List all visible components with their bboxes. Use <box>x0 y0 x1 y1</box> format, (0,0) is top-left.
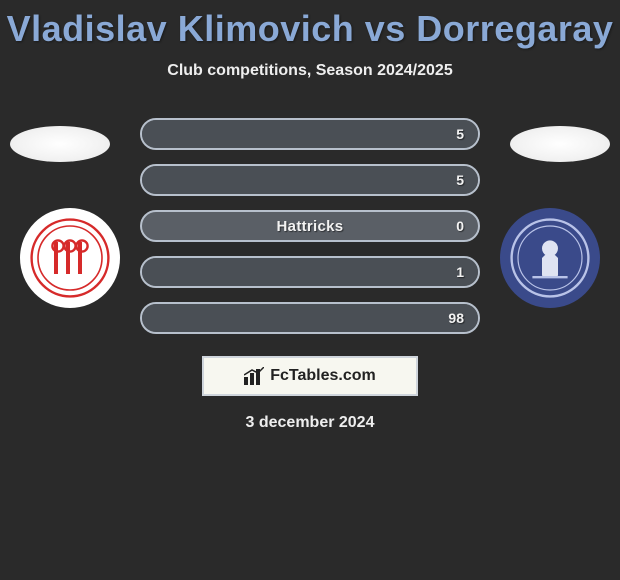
stat-row-hattricks: Hattricks 0 <box>140 210 480 242</box>
player-right-ellipse <box>510 126 610 162</box>
stat-value-right: 98 <box>448 310 464 326</box>
content-area: Matches 5 Goals 5 Hattricks 0 Goals per … <box>0 118 620 432</box>
stat-rows: Matches 5 Goals 5 Hattricks 0 Goals per … <box>140 118 480 334</box>
stat-fill <box>142 166 478 194</box>
stat-value-right: 0 <box>456 218 464 234</box>
stat-row-goals-per-match: Goals per match 1 <box>140 256 480 288</box>
stat-value-right: 5 <box>456 172 464 188</box>
chart-icon <box>244 367 264 385</box>
left-club-logo-svg <box>30 218 110 298</box>
right-club-logo-svg <box>510 218 590 298</box>
stat-row-matches: Matches 5 <box>140 118 480 150</box>
comparison-subtitle: Club competitions, Season 2024/2025 <box>0 62 620 80</box>
left-club-logo <box>20 208 120 308</box>
stat-fill <box>142 258 478 286</box>
branding-box: FcTables.com <box>202 356 418 396</box>
comparison-title: Vladislav Klimovich vs Dorregaray <box>0 8 620 50</box>
stat-value-right: 5 <box>456 126 464 142</box>
right-club-logo <box>500 208 600 308</box>
stat-row-goals: Goals 5 <box>140 164 480 196</box>
branding-text: FcTables.com <box>270 367 376 385</box>
stat-label: Hattricks <box>277 218 344 235</box>
stat-row-min-per-goal: Min per goal 98 <box>140 302 480 334</box>
generated-date: 3 december 2024 <box>0 414 620 432</box>
stat-fill <box>142 120 478 148</box>
stat-fill <box>142 304 478 332</box>
player-left-ellipse <box>10 126 110 162</box>
stat-value-right: 1 <box>456 264 464 280</box>
